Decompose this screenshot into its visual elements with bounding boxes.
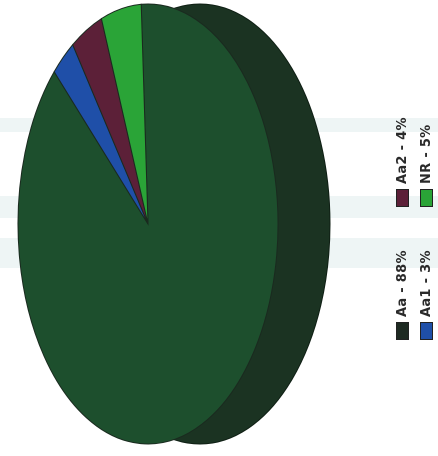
legend-swatch-nr xyxy=(419,189,433,207)
legend-label-aa2: Aa2 - 4% xyxy=(394,117,410,184)
legend-swatch-aa1 xyxy=(419,322,433,340)
legend-label-aa: Aa - 88% xyxy=(394,250,410,317)
legend-label-nr: NR - 5% xyxy=(418,124,434,184)
legend-swatch-aa2 xyxy=(395,189,409,207)
legend-item-aa: Aa - 88% xyxy=(394,250,410,340)
pie-slice-nr xyxy=(100,3,149,225)
legend-column-1: Aa - 88% Aa1 - 3% xyxy=(390,230,438,340)
legend-item-aa1: Aa1 - 3% xyxy=(418,250,434,340)
pie-top xyxy=(17,3,279,445)
legend-item-aa2: Aa2 - 4% xyxy=(394,117,410,207)
legend-item-nr: NR - 5% xyxy=(418,124,434,207)
legend-swatch-aa xyxy=(395,322,409,340)
legend: Aa - 88% Aa1 - 3% Aa2 - 4% NR - 5% xyxy=(390,110,438,340)
legend-column-2: Aa2 - 4% NR - 5% xyxy=(390,107,438,207)
legend-label-aa1: Aa1 - 3% xyxy=(418,250,434,317)
